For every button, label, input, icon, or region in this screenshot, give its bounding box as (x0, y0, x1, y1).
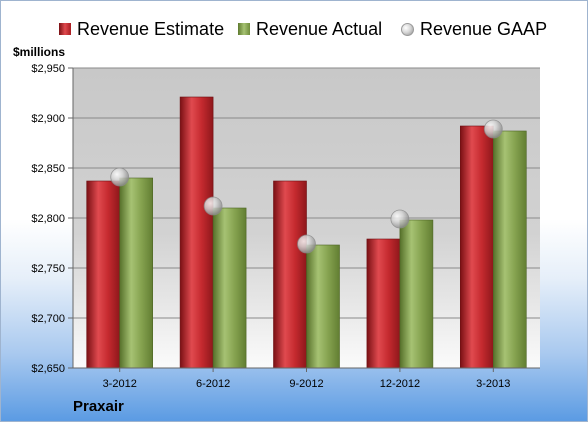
y-tick-label: $2,800 (31, 213, 65, 225)
y-tick-label: $2,950 (31, 63, 65, 75)
legend-label-actual: Revenue Actual (256, 18, 383, 39)
legend-label-gaap: Revenue GAAP (420, 18, 548, 39)
y-tick-label: $2,900 (31, 113, 65, 125)
bar-actual (119, 177, 153, 369)
x-tick-label: 3-2012 (103, 378, 137, 390)
bar-estimate (273, 180, 307, 369)
marker-gaap (297, 234, 316, 254)
bar-actual (399, 219, 434, 369)
y-tick-label: $2,750 (31, 263, 65, 275)
marker-gaap (390, 209, 410, 229)
bar-actual (306, 244, 340, 369)
x-tick-label: 12-2012 (380, 378, 420, 390)
marker-gaap (110, 167, 130, 187)
legend-label-estimate: Revenue Estimate (77, 18, 225, 39)
y-tick-label: $2,650 (31, 363, 65, 375)
x-tick-label: 9-2012 (289, 378, 323, 390)
y-axis-unit-label: $millions (13, 45, 66, 59)
x-tick-label: 6-2012 (196, 378, 230, 390)
legend-item-actual: Revenue Actual (238, 17, 382, 41)
legend-swatch-actual (238, 23, 250, 35)
legend: Revenue Estimate Revenue Actual Revenue … (1, 17, 587, 41)
company-name: Praxair (73, 398, 124, 415)
legend-item-estimate: Revenue Estimate (59, 17, 224, 41)
y-tick-label: $2,850 (31, 163, 65, 175)
bar-actual (492, 130, 527, 369)
legend-item-gaap: Revenue GAAP (401, 17, 547, 41)
bar-estimate (179, 96, 214, 369)
marker-gaap (483, 119, 503, 139)
legend-marker-gaap (401, 22, 414, 36)
marker-gaap (203, 196, 223, 216)
bar-estimate (459, 125, 494, 369)
y-tick-label: $2,700 (31, 313, 65, 325)
legend-swatch-estimate (59, 23, 71, 35)
bar-estimate (366, 238, 401, 369)
bar-estimate (86, 180, 120, 369)
x-tick-label: 3-2013 (476, 378, 510, 390)
bar-actual (212, 207, 247, 369)
